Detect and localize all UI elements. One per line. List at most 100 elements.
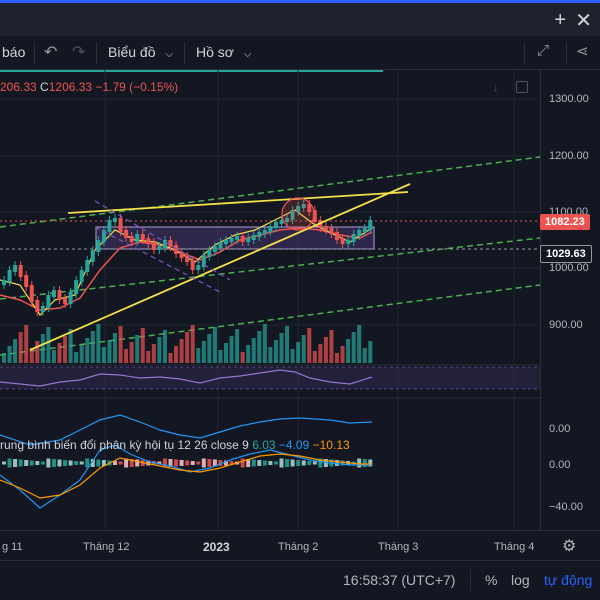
trend-lines[interactable] <box>29 183 411 351</box>
macd-tick: 0.00 <box>549 423 571 435</box>
volume-bar <box>273 340 278 363</box>
time-label: Tháng 4 <box>494 541 535 553</box>
close-icon[interactable]: ✕ <box>575 10 592 32</box>
fullscreen-icon[interactable]: ⤢ <box>537 42 550 59</box>
macd-histogram-bar <box>157 461 162 465</box>
candle-body <box>224 240 228 244</box>
channel-lines[interactable] <box>0 156 540 356</box>
macd-histogram-bar <box>101 460 106 466</box>
time-label: 2023 <box>203 540 230 554</box>
price-tick: 900.00 <box>549 319 583 331</box>
log-toggle[interactable]: log <box>511 572 530 588</box>
volume-bar <box>101 347 106 363</box>
macd-legend: rung bình biến đổi phân kỳ hội tụ 12 26 … <box>0 438 350 452</box>
clock-timezone[interactable]: 16:58:37 (UTC+7) <box>343 572 456 588</box>
candle-body <box>96 240 101 252</box>
time-axis[interactable]: g 11 Tháng 12 2023 Tháng 2 Tháng 3 Tháng… <box>0 530 600 560</box>
toolbar-divider <box>96 42 97 64</box>
profile-button[interactable]: Hồ sơ ⌵ <box>196 44 251 60</box>
macd-histogram-bar <box>201 458 206 468</box>
level-price-badge: 1029.63 <box>540 245 592 263</box>
price-axis[interactable]: 1300.00 1200.00 1100.00 1000.00 900.00 0… <box>540 70 600 530</box>
volume-bar <box>301 335 306 363</box>
candle-body <box>240 236 245 242</box>
alert-button[interactable]: báo <box>2 44 26 60</box>
candle-body <box>7 270 12 282</box>
candle-body <box>329 228 334 234</box>
macd-histogram-bar <box>113 461 117 465</box>
download-icon[interactable]: ↓ <box>493 82 499 94</box>
candle-body <box>301 204 306 208</box>
volume-bar <box>7 346 12 363</box>
chart-type-label: Biểu đồ <box>108 44 156 60</box>
volume-bar <box>68 329 73 363</box>
candle-body <box>174 245 179 254</box>
toolbar-divider <box>566 42 567 64</box>
macd-histogram-bar <box>368 459 373 467</box>
candle-body <box>162 240 167 248</box>
signal-line <box>0 453 372 499</box>
candle-body <box>357 230 362 236</box>
open-value: 206.33 <box>0 80 37 94</box>
gear-icon[interactable]: ⚙ <box>562 538 577 555</box>
macd-histogram-bar <box>224 460 228 466</box>
candle-body <box>279 220 284 224</box>
macd-histogram-bar <box>340 460 345 466</box>
volume-bar <box>212 327 217 363</box>
candle-body <box>129 236 134 242</box>
macd-histogram-bar <box>190 461 195 465</box>
macd-title: rung bình biến đổi phân kỳ hội tụ 12 26 … <box>0 438 249 452</box>
volume-bar <box>57 343 62 363</box>
candle-body <box>146 238 151 244</box>
toolbar-divider <box>184 42 185 64</box>
candle-body <box>2 280 6 285</box>
add-tab-icon[interactable]: + <box>554 9 566 31</box>
percent-toggle[interactable]: % <box>485 572 498 588</box>
redo-icon[interactable]: ↷ <box>72 44 86 61</box>
macd-histogram-bar <box>46 458 51 468</box>
close-label: C <box>40 80 49 94</box>
volume-bar <box>140 328 145 363</box>
candle-body <box>29 285 34 302</box>
candle-body <box>246 238 251 242</box>
volume-bar <box>124 349 129 363</box>
volume-bar <box>285 326 290 363</box>
share-icon[interactable]: ⋖ <box>576 43 589 60</box>
candle-body <box>113 218 117 222</box>
price-chart[interactable] <box>0 70 540 530</box>
candle-body <box>351 234 356 242</box>
macd-histogram-bar <box>179 460 184 466</box>
candle-body <box>207 250 212 257</box>
candle-body <box>85 260 90 272</box>
macd-histogram-bar <box>290 459 295 467</box>
macd-histogram-bar <box>246 459 251 467</box>
chart-type-button[interactable]: Biểu đồ ⌵ <box>108 44 173 60</box>
volume-bar <box>368 341 373 363</box>
volume-bar <box>146 351 151 363</box>
auto-toggle[interactable]: tự động <box>544 572 593 588</box>
volume-bar <box>157 337 162 363</box>
candle-body <box>335 232 339 240</box>
volume-bar <box>235 329 240 363</box>
volume-bar <box>329 330 334 363</box>
down-channel-lines[interactable] <box>94 200 231 293</box>
price-tick: 1000.00 <box>549 262 589 274</box>
undo-icon[interactable]: ↶ <box>44 44 58 61</box>
settings-icon[interactable] <box>516 81 528 93</box>
macd-histogram-bar <box>218 460 223 466</box>
volume-bar <box>18 332 23 363</box>
macd-histogram-bar <box>68 460 73 466</box>
volume-bar <box>268 347 273 363</box>
toolbar-accent-line <box>0 70 383 72</box>
volume-bar <box>135 335 140 363</box>
volume-bar <box>307 328 312 363</box>
highlight-circle[interactable] <box>281 197 315 231</box>
volume-bar <box>251 338 256 363</box>
price-tick: 1300.00 <box>549 93 589 105</box>
macd-histogram-bar <box>2 461 6 465</box>
candle-body <box>251 235 256 240</box>
candle-body <box>196 265 201 270</box>
volume-bar <box>96 324 101 363</box>
time-label: g 11 <box>2 541 23 553</box>
candle-body <box>262 230 267 234</box>
